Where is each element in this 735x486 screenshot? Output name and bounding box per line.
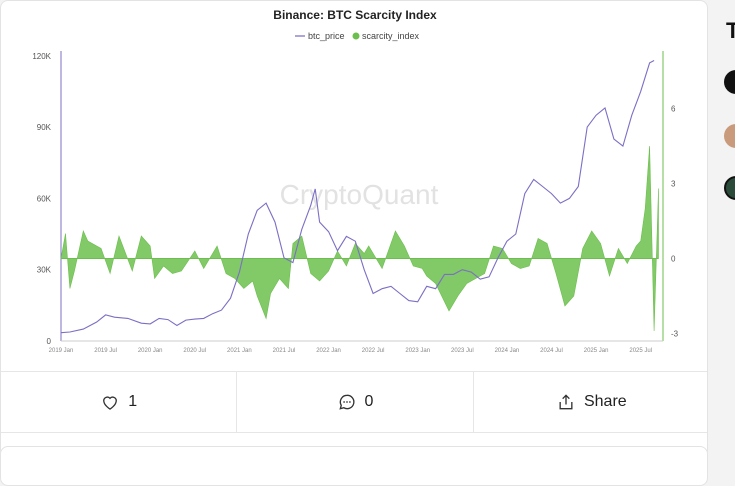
chart-title: Binance: BTC Scarcity Index <box>273 8 437 22</box>
heart-icon <box>103 396 118 410</box>
left-tick-label: 90K <box>37 123 52 132</box>
x-tick-label: 2024 Jul <box>540 348 563 354</box>
right-tick-label: -3 <box>671 330 679 339</box>
x-tick-label: 2021 Jul <box>273 348 296 354</box>
avatar[interactable] <box>724 70 735 94</box>
comment-count: 0 <box>364 393 374 410</box>
x-tick-label: 2025 Jul <box>629 348 652 354</box>
left-tick-label: 0 <box>47 337 52 346</box>
post-card: Binance: BTC Scarcity Index btc_price scar… <box>0 0 708 458</box>
x-tick-label: 2020 Jul <box>183 348 206 354</box>
right-tick-label: 6 <box>671 105 676 114</box>
left-tick-label: 120K <box>32 52 51 61</box>
sidebar-title: T <box>726 18 735 43</box>
scarcity-chart: Binance: BTC Scarcity Index btc_price scar… <box>32 8 679 354</box>
comment-button[interactable]: 0 <box>236 372 472 432</box>
like-button[interactable]: 1 <box>1 372 236 432</box>
left-tick-label: 60K <box>37 194 52 203</box>
x-tick-label: 2023 Jul <box>451 348 474 354</box>
comment-icon <box>338 394 355 410</box>
avatar[interactable] <box>724 124 735 148</box>
right-tick-label: 3 <box>671 180 676 189</box>
x-tick-label: 2024 Jan <box>495 348 520 354</box>
like-count: 1 <box>128 393 138 410</box>
x-tick-label: 2025 Jan <box>584 348 609 354</box>
x-tick-label: 2019 Jul <box>94 348 117 354</box>
x-tick-label: 2020 Jan <box>138 348 163 354</box>
scarcity-index-area <box>60 145 659 332</box>
chart-container: Binance: BTC Scarcity Index btc_price scar… <box>1 1 707 371</box>
x-tick-label: 2022 Jul <box>362 348 385 354</box>
share-label: Share <box>583 393 627 410</box>
avatar[interactable] <box>724 176 735 200</box>
x-tick-label: 2022 Jan <box>316 348 341 354</box>
share-icon <box>559 394 573 410</box>
chart-watermark: CryptoQuant <box>280 179 439 210</box>
right-tick-label: 0 <box>671 255 676 264</box>
x-tick-label: 2019 Jan <box>49 348 74 354</box>
left-tick-label: 30K <box>37 266 52 275</box>
x-tick-label: 2021 Jan <box>227 348 252 354</box>
legend-label-btc-price: btc_price <box>308 31 345 41</box>
x-tick-label: 2023 Jan <box>405 348 430 354</box>
btc-price-line <box>60 60 655 334</box>
next-post-card <box>0 446 708 486</box>
share-button[interactable]: Share <box>472 372 707 432</box>
legend-swatch-scarcity-index <box>352 32 360 40</box>
post-actions-bar: 1 0 Share <box>1 371 707 433</box>
legend-label-scarcity-index: scarcity_index <box>362 31 420 41</box>
